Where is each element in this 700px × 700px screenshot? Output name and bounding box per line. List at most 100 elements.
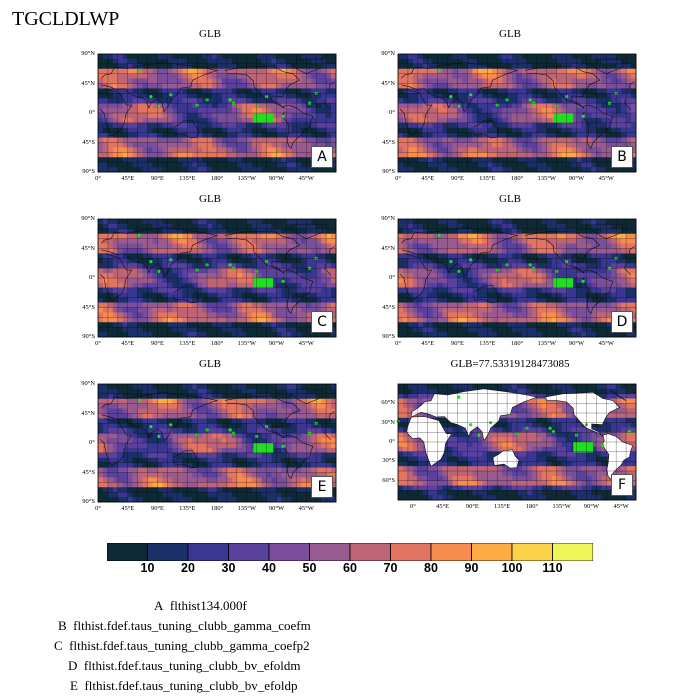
lon-tick-label: 135°W — [552, 503, 571, 510]
colorbar-swatch — [187, 543, 229, 561]
lat-tick-label: 60°N — [381, 399, 395, 407]
site-markers — [137, 68, 318, 123]
lat-tick-label: 45°N — [81, 409, 95, 417]
lon-tick-label: 90°W — [268, 175, 285, 182]
panel-title: GLB — [499, 193, 521, 205]
colorbar-tick-label: 50 — [302, 561, 317, 575]
lon-tick-label: 45°W — [298, 340, 314, 347]
lon-tick-label: 90°W — [268, 340, 285, 347]
lat-tick-label: 30°N — [381, 418, 395, 426]
field-cells — [98, 54, 337, 173]
lon-tick-label: 135°W — [237, 175, 256, 182]
map-plot — [397, 53, 637, 173]
site-markers — [437, 68, 618, 123]
colorbar-tick-label: 10 — [140, 561, 155, 575]
colorbar — [107, 543, 593, 561]
panel-title: GLB — [199, 358, 221, 370]
legend-item-d: D flthist.fdef.taus_tuning_clubb_bv_efol… — [68, 658, 301, 673]
lon-tick-label: 180° — [510, 175, 524, 182]
lon-tick-label: 135°W — [537, 340, 556, 347]
lat-tick-label: 0° — [389, 109, 395, 116]
colorbar-swatch — [349, 543, 391, 561]
lon-tick-label: 45°E — [121, 340, 135, 347]
field-cells — [98, 219, 337, 338]
lon-tick-label: 0° — [95, 340, 101, 347]
lon-tick-label: 45°E — [121, 505, 135, 512]
panel-letter: F — [611, 474, 633, 496]
lon-tick-label: 45°W — [598, 340, 614, 347]
colorbar-tick-label: 70 — [383, 561, 398, 575]
map-panel-d: GLB 90°N 45°N 0° 45°S 90°S 0° 45°E 90°E 135°E 180°… — [370, 193, 650, 360]
lat-tick-label: 90°S — [82, 333, 95, 340]
colorbar-swatch — [511, 543, 553, 561]
lon-tick-label: 90°E — [465, 503, 479, 510]
lat-tick-label: 90°N — [81, 50, 95, 57]
field-cells — [398, 54, 637, 173]
lon-tick-label: 135°E — [479, 175, 496, 182]
colorbar-tick-label: 60 — [343, 561, 357, 575]
lon-tick-label: 90°E — [450, 340, 465, 347]
lon-tick-label: 90°E — [450, 175, 465, 182]
grid-lines — [98, 54, 336, 172]
colorbar-swatch — [390, 543, 432, 561]
lon-tick-label: 90°W — [568, 175, 585, 182]
lat-tick-label: 90°S — [82, 498, 95, 505]
lon-tick-label: 90°W — [583, 503, 599, 510]
colorbar-swatch — [228, 543, 270, 561]
colorbar-swatch — [107, 543, 148, 561]
colorbar-tick-label: 100 — [501, 561, 523, 575]
map-panel-b: GLB 90°N 45°N 0° 45°S 90°S 0° 45°E 90°E 135°E 180°… — [370, 28, 650, 195]
site-markers — [437, 233, 618, 288]
lon-tick-label: 45°E — [436, 503, 450, 510]
lon-tick-label: 180° — [210, 340, 224, 347]
figure-title: TGCLDLWP — [12, 8, 120, 30]
colorbar-tick-label: 110 — [542, 561, 563, 575]
map-plot — [97, 383, 337, 503]
colorbar-swatch — [471, 543, 513, 561]
colorbar-swatch — [268, 543, 310, 561]
legend-item-a: A flthist134.000f — [154, 598, 247, 613]
lon-tick-label: 45°W — [598, 175, 614, 182]
panel-title: GLB=77.53319128473085 — [450, 358, 570, 370]
map-panel-f: GLB=77.53319128473085 60°N 30°N 0° 30°S 60°S 0… — [370, 358, 650, 525]
lon-tick-label: 135°E — [479, 340, 496, 347]
lat-tick-label: 0° — [389, 274, 395, 281]
colorbar-swatch — [309, 543, 351, 561]
lon-tick-label: 90°W — [268, 505, 285, 512]
lat-tick-label: 45°N — [381, 244, 395, 252]
lon-tick-label: 135°E — [493, 503, 511, 510]
lat-tick-label: 0° — [89, 109, 95, 116]
lat-tick-label: 90°N — [81, 215, 95, 222]
grid-lines — [398, 219, 636, 337]
panel-letter: A — [311, 146, 333, 168]
lon-tick-label: 180° — [210, 505, 224, 512]
lon-tick-label: 180° — [525, 503, 539, 510]
coastlines — [404, 385, 634, 480]
colorbar-swatch — [147, 543, 189, 561]
map-panel-c: GLB 90°N 45°N 0° 45°S 90°S 0° 45°E 90°E 135°E 180°… — [70, 193, 350, 360]
grid-lines — [98, 384, 336, 502]
lon-tick-label: 135°E — [179, 505, 196, 512]
legend-item-c: C flthist.fdef.taus_tuning_clubb_gamma_c… — [54, 638, 310, 653]
lon-tick-label: 135°W — [237, 505, 256, 512]
map-plot — [97, 53, 337, 173]
site-markers — [137, 398, 318, 453]
lon-tick-label: 0° — [95, 175, 101, 182]
colorbar-tick-label: 30 — [221, 561, 236, 575]
lat-tick-label: 30°S — [382, 457, 395, 465]
field-cells — [98, 384, 337, 503]
lon-tick-label: 90°W — [568, 340, 585, 347]
legend-item-e: E flthist.fdef.taus_tuning_clubb_bv_efol… — [70, 678, 298, 693]
lat-tick-label: 45°S — [82, 303, 95, 311]
lon-tick-label: 45°W — [298, 505, 314, 512]
lat-tick-label: 45°S — [382, 303, 395, 311]
lat-tick-label: 45°N — [381, 79, 395, 87]
lat-tick-label: 0° — [389, 438, 395, 445]
lon-tick-label: 90°E — [150, 340, 165, 347]
map-plot — [397, 218, 637, 338]
colorbar-tick-label: 80 — [424, 561, 438, 575]
lat-tick-label: 90°S — [382, 168, 395, 175]
colorbar-swatch — [552, 543, 593, 561]
lon-tick-label: 135°E — [179, 175, 196, 182]
lat-tick-label: 90°N — [81, 380, 95, 387]
